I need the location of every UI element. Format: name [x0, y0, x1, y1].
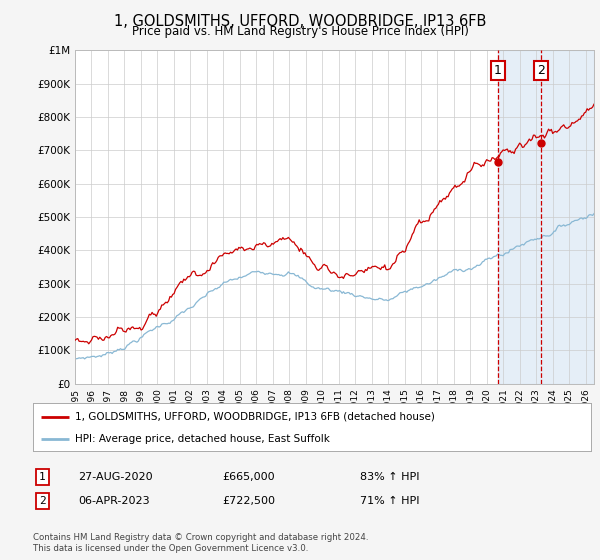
Text: 1: 1 — [39, 472, 46, 482]
Text: Price paid vs. HM Land Registry's House Price Index (HPI): Price paid vs. HM Land Registry's House … — [131, 25, 469, 38]
Text: £722,500: £722,500 — [222, 496, 275, 506]
Text: 2: 2 — [537, 64, 545, 77]
Text: 1, GOLDSMITHS, UFFORD, WOODBRIDGE, IP13 6FB (detached house): 1, GOLDSMITHS, UFFORD, WOODBRIDGE, IP13 … — [75, 412, 435, 422]
Text: 2: 2 — [39, 496, 46, 506]
Text: 27-AUG-2020: 27-AUG-2020 — [78, 472, 152, 482]
Text: 1, GOLDSMITHS, UFFORD, WOODBRIDGE, IP13 6FB: 1, GOLDSMITHS, UFFORD, WOODBRIDGE, IP13 … — [114, 14, 486, 29]
Text: 06-APR-2023: 06-APR-2023 — [78, 496, 149, 506]
Text: 1: 1 — [494, 64, 502, 77]
Text: £665,000: £665,000 — [222, 472, 275, 482]
Bar — [497, 50, 594, 384]
Text: 83% ↑ HPI: 83% ↑ HPI — [360, 472, 419, 482]
Text: 71% ↑ HPI: 71% ↑ HPI — [360, 496, 419, 506]
Text: HPI: Average price, detached house, East Suffolk: HPI: Average price, detached house, East… — [75, 434, 330, 444]
Text: This data is licensed under the Open Government Licence v3.0.: This data is licensed under the Open Gov… — [33, 544, 308, 553]
Text: Contains HM Land Registry data © Crown copyright and database right 2024.: Contains HM Land Registry data © Crown c… — [33, 533, 368, 542]
